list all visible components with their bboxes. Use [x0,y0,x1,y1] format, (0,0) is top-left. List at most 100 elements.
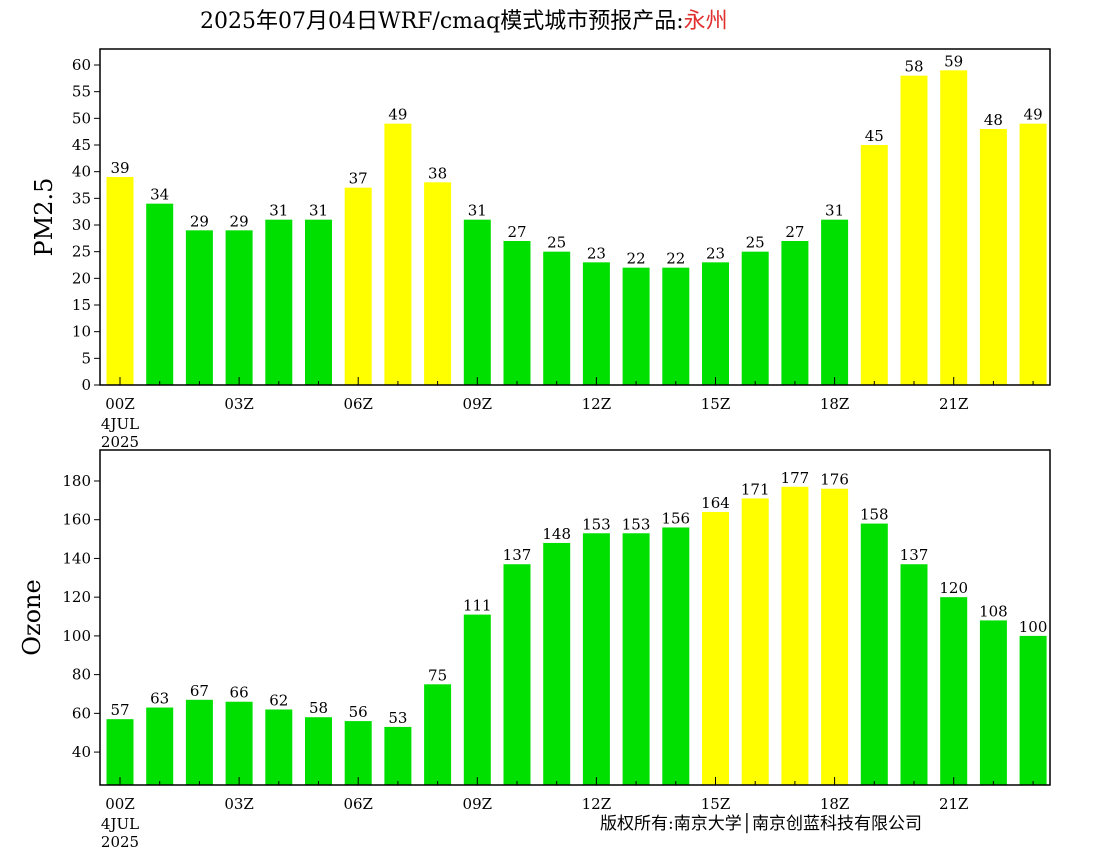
data-label: 29 [230,212,249,230]
chart-panel-pm25: 39 34 29 29 31 31 37 49 38 31 27 25 23 22 22 23 25 27 31 45… [30,48,1051,451]
data-label: 67 [190,682,209,700]
data-label: 31 [269,202,288,220]
data-label: 164 [701,494,730,512]
data-label: 158 [860,506,889,524]
data-label: 63 [150,690,169,708]
bar [741,498,769,785]
data-label: 58 [904,58,923,76]
y-tick-label: 55 [72,83,91,101]
y-tick-label: 15 [72,296,91,314]
data-label: 111 [463,597,492,615]
bar [940,70,968,385]
bar [1019,635,1047,785]
y-axis-label: PM2.5 [30,178,58,257]
y-tick-label: 100 [62,627,91,645]
x-tick-label: 12Z [582,395,612,413]
bar [384,123,412,386]
bar [662,267,690,385]
bar [106,719,134,785]
data-label: 100 [1019,618,1048,636]
x-tick-label: 03Z [224,395,254,413]
y-tick-label: 160 [62,511,91,529]
bar [344,187,372,385]
bar [582,262,610,385]
data-label: 25 [746,234,765,252]
y-tick-label: 80 [72,666,91,684]
plot-frame [99,449,1051,786]
chart-title-text: 2025年07月04日WRF/cmaq模式城市预报产品: [200,9,684,34]
bar [702,262,729,385]
bar [860,145,888,385]
bar [265,219,293,385]
x-date-label: 2025 [101,433,139,451]
data-label: 22 [627,250,646,268]
x-tick-label: 00Z [105,395,135,413]
x-tick-label: 00Z [105,795,135,813]
bar [185,699,213,785]
y-tick-label: 20 [72,269,91,287]
data-label: 31 [309,202,328,220]
data-label: 148 [542,525,571,543]
data-label: 29 [190,212,209,230]
bar [622,533,650,785]
data-label: 177 [781,469,810,487]
data-label: 153 [582,515,611,533]
bar [185,230,213,385]
y-tick-label: 30 [72,216,91,234]
data-label: 56 [349,703,368,721]
x-tick-label: 15Z [701,395,731,413]
x-tick-label: 18Z [820,395,850,413]
bar [781,486,809,785]
y-tick-label: 50 [72,109,91,127]
data-label: 153 [622,515,651,533]
x-tick-label: 12Z [582,795,612,813]
data-label: 23 [587,244,606,262]
bar [702,511,729,785]
bar [503,564,531,785]
bar [622,267,650,385]
data-label: 34 [150,186,169,204]
data-label: 66 [230,684,249,702]
data-label: 75 [428,666,447,684]
data-label: 27 [507,223,526,241]
bar [821,488,849,785]
chart-title-city: 永州 [684,9,728,34]
y-tick-label: 40 [72,163,91,181]
y-tick-label: 60 [72,56,91,74]
y-tick-label: 45 [72,136,91,154]
bar [146,707,174,785]
bar [741,251,769,385]
x-tick-label: 03Z [224,795,254,813]
x-tick-label: 06Z [343,395,373,413]
data-label: 156 [661,509,690,527]
bar [265,709,293,785]
data-label: 176 [820,471,849,489]
copyright-text: 版权所有:南京大学│南京创蓝科技有限公司 [600,813,922,834]
data-label: 31 [468,202,487,220]
data-label: 59 [944,52,963,70]
bar [940,597,968,785]
data-label: 39 [110,159,129,177]
chart-panels: 39 34 29 29 31 31 37 49 38 31 27 25 23 22 22 23 25 27 31 45… [18,48,1051,850]
data-label: 27 [785,223,804,241]
bar [305,219,332,385]
data-label: 38 [428,164,447,182]
bar [1019,123,1047,386]
bar [543,251,571,385]
bar [821,219,849,385]
bar [781,241,809,385]
bar [582,533,610,785]
x-tick-label: 06Z [343,795,373,813]
bar [662,527,690,785]
bar [225,701,253,785]
bar [225,230,253,385]
x-tick-label: 21Z [939,795,969,813]
y-tick-label: 60 [72,704,91,722]
bar [900,564,928,785]
bar [463,614,491,785]
x-tick-label: 09Z [463,795,493,813]
x-date-label: 4JUL [101,815,139,833]
y-tick-label: 25 [72,243,91,261]
data-label: 171 [741,480,770,498]
